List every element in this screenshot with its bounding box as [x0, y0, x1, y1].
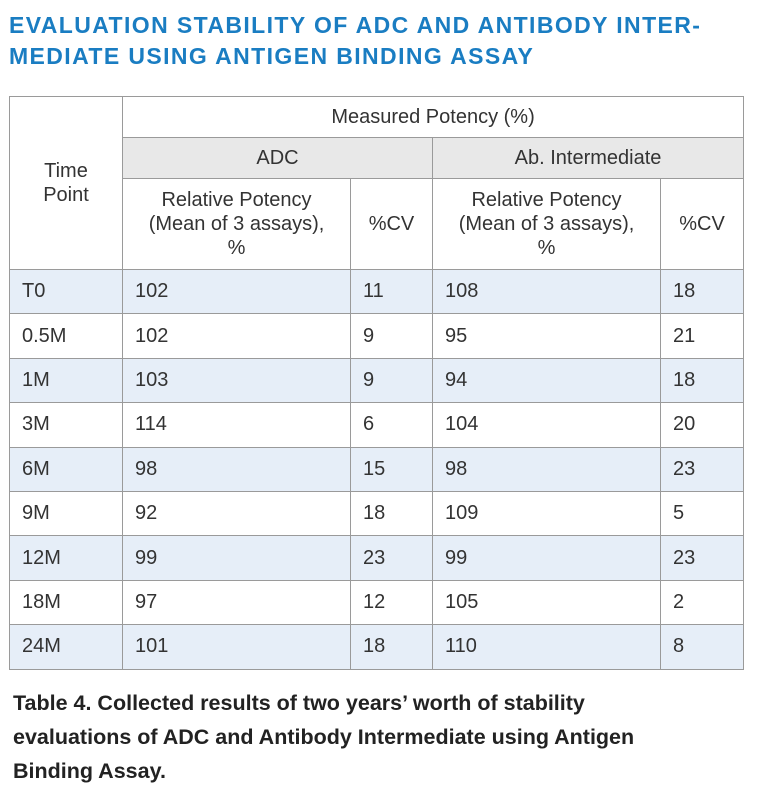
cell-ab-cv: 18 [659, 357, 745, 404]
table-row: 12M 99 23 99 23 [9, 535, 745, 581]
title-line-2: MEDIATE USING ANTIGEN BINDING ASSAY [9, 43, 535, 69]
cell-ab-potency: 104 [432, 402, 661, 448]
cell-time-point: 9M [9, 490, 123, 537]
cell-adc-cv: 18 [350, 490, 433, 537]
header-rel-line1: Relative Potency [161, 189, 312, 211]
table-row: 18M 97 12 105 2 [9, 579, 745, 626]
cell-adc-cv: 23 [350, 535, 433, 581]
table-row: 24M 101 18 110 8 [9, 624, 745, 670]
cell-ab-potency: 108 [432, 268, 661, 315]
cell-ab-cv: 8 [659, 624, 745, 670]
cell-adc-cv: 18 [350, 624, 433, 670]
header-rel-line3: % [537, 237, 556, 259]
cell-adc-potency: 102 [122, 268, 351, 315]
caption-line-2: evaluations of ADC and Antibody Intermed… [13, 725, 635, 749]
cell-ab-cv: 18 [659, 268, 745, 315]
header-adc-relative-potency: Relative Potency (Mean of 3 assays), % [122, 178, 351, 270]
cell-time-point: 6M [9, 446, 123, 492]
cell-ab-cv: 2 [659, 579, 745, 626]
cell-time-point: 24M [9, 624, 123, 670]
table-row: 6M 98 15 98 23 [9, 446, 745, 492]
table-row: 9M 92 18 109 5 [9, 490, 745, 537]
caption-line-3: Binding Assay. [13, 759, 166, 783]
cell-adc-cv: 12 [350, 579, 433, 626]
header-adc-cv: %CV [350, 178, 433, 270]
cell-adc-cv: 9 [350, 313, 433, 359]
cell-ab-potency: 105 [432, 579, 661, 626]
header-time-point-line1: Time [44, 160, 88, 182]
cell-adc-potency: 114 [122, 402, 351, 448]
table-row: T0 102 11 108 18 [9, 268, 745, 315]
cell-ab-potency: 95 [432, 313, 661, 359]
title-line-1: EVALUATION STABILITY OF ADC AND ANTIBODY… [9, 12, 702, 38]
header-measured-potency: Measured Potency (%) [121, 96, 745, 138]
cell-time-point: 12M [9, 535, 123, 581]
cell-adc-potency: 103 [122, 357, 351, 404]
header-ab-relative-potency: Relative Potency (Mean of 3 assays), % [432, 178, 661, 270]
cell-ab-potency: 99 [432, 535, 661, 581]
cell-time-point: 0.5M [9, 313, 123, 359]
cell-ab-potency: 98 [432, 446, 661, 492]
cell-adc-cv: 15 [350, 446, 433, 492]
table-row: 3M 114 6 104 20 [9, 402, 745, 448]
cell-time-point: 3M [9, 402, 123, 448]
cell-ab-potency: 110 [432, 624, 661, 670]
table-row: 1M 103 9 94 18 [9, 357, 745, 404]
header-rel-line2: (Mean of 3 assays), [148, 213, 325, 235]
cell-ab-cv: 23 [659, 535, 745, 581]
cell-ab-cv: 23 [659, 446, 745, 492]
cell-adc-cv: 9 [350, 357, 433, 404]
cell-ab-cv: 20 [659, 402, 745, 448]
stability-table: Time Point Measured Potency (%) ADC Ab. … [9, 96, 745, 670]
cell-ab-cv: 21 [659, 313, 745, 359]
header-rel-line2: (Mean of 3 assays), [458, 213, 635, 235]
cell-adc-potency: 102 [122, 313, 351, 359]
cell-adc-cv: 6 [350, 402, 433, 448]
cell-adc-potency: 97 [122, 579, 351, 626]
cell-time-point: 18M [9, 579, 123, 626]
header-time-point: Time Point [9, 96, 123, 270]
table-row: 0.5M 102 9 95 21 [9, 313, 745, 359]
table-caption: Table 4. Collected results of two years’… [13, 686, 763, 788]
header-rel-line1: Relative Potency [471, 189, 622, 211]
cell-ab-cv: 5 [659, 490, 745, 537]
caption-line-1: Table 4. Collected results of two years’… [13, 691, 585, 715]
header-group-adc: ADC [122, 137, 433, 179]
cell-ab-potency: 94 [432, 357, 661, 404]
header-rel-line3: % [227, 237, 246, 259]
cell-ab-potency: 109 [432, 490, 661, 537]
header-time-point-line2: Point [43, 184, 89, 206]
cell-time-point: T0 [9, 268, 123, 315]
cell-adc-potency: 92 [122, 490, 351, 537]
cell-adc-potency: 99 [122, 535, 351, 581]
cell-adc-potency: 98 [122, 446, 351, 492]
cell-adc-potency: 101 [122, 624, 351, 670]
header-ab-cv: %CV [659, 178, 745, 270]
cell-time-point: 1M [9, 357, 123, 404]
page-title: EVALUATION STABILITY OF ADC AND ANTIBODY… [9, 10, 759, 72]
cell-adc-cv: 11 [350, 268, 433, 315]
header-group-ab-intermediate: Ab. Intermediate [431, 137, 745, 179]
